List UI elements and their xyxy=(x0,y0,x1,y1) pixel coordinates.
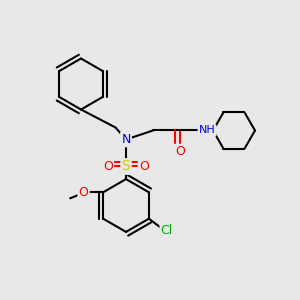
Text: S: S xyxy=(122,160,130,173)
Text: N: N xyxy=(121,133,131,146)
Text: O: O xyxy=(139,160,149,173)
Text: O: O xyxy=(79,186,88,199)
Text: NH: NH xyxy=(199,125,215,136)
Text: O: O xyxy=(175,145,185,158)
Text: O: O xyxy=(103,160,113,173)
Text: Cl: Cl xyxy=(161,224,173,237)
